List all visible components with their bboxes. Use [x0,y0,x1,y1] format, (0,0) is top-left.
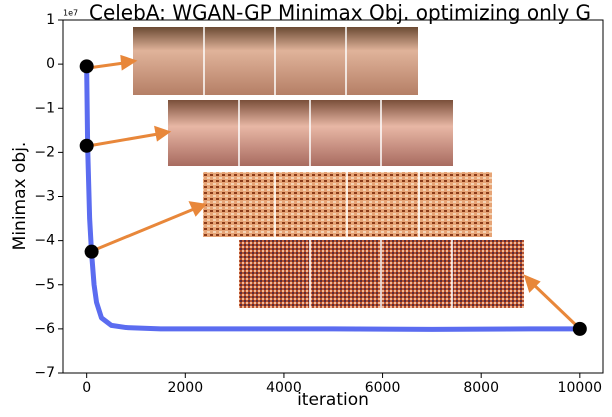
chart-title: CelebA: WGAN-GP Minimax Obj. optimizing … [89,1,591,25]
y-tick-label: −6 [34,321,55,337]
data-line [84,68,580,332]
y-tick-label: −3 [34,189,55,205]
x-tick-label: 6000 [365,380,401,396]
x-tick-label: 8000 [463,380,499,396]
y-tick-label: −5 [34,277,55,293]
x-tick-label: 2000 [167,380,203,396]
x-axis-label: iteration [297,390,369,410]
sample-images [133,27,524,308]
highlight-point [79,138,94,153]
x-tick-label: 4000 [266,380,302,396]
x-tick-label: 0 [82,380,91,396]
y-tick-label: −1 [34,100,55,116]
y-tick-label: 1 [46,12,55,28]
y-tick-label: −7 [34,365,55,381]
axis-offset: 1e7 [63,9,78,18]
x-tick-label: 10000 [558,380,603,396]
y-tick-label: −2 [34,144,55,160]
y-tick-label: 0 [46,56,55,72]
y-tick-label: −4 [34,233,55,249]
image-dividers [203,27,453,308]
arrows [87,54,580,329]
highlight-point [79,59,94,74]
highlight-point [572,321,587,336]
highlight-point [84,244,99,259]
y-axis-label: Minimax obj. [10,142,30,251]
